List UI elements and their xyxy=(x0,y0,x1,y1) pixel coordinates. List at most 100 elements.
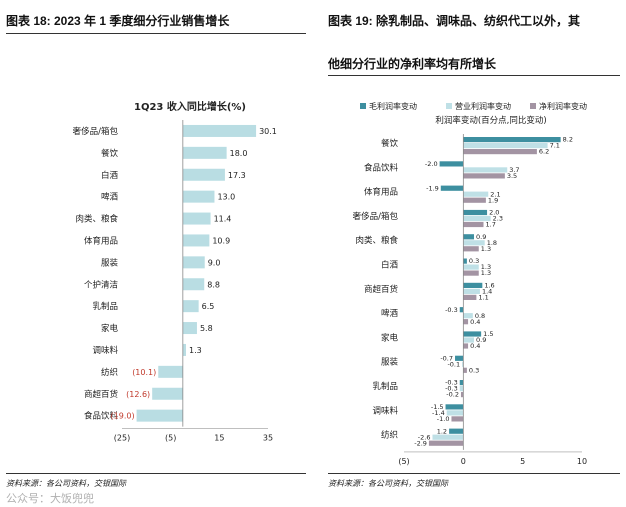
value-label: 1.3 xyxy=(481,269,491,277)
category-label: 白酒 xyxy=(381,260,399,271)
bar xyxy=(463,246,479,252)
value-label: 1.3 xyxy=(189,346,202,355)
value-label: 3.7 xyxy=(509,166,519,174)
value-label: 1.2 xyxy=(437,427,447,435)
value-label: -0.3 xyxy=(445,306,458,314)
bar xyxy=(463,331,482,337)
bar xyxy=(463,173,505,179)
value-label: 1.8 xyxy=(487,239,497,247)
left-title-rule xyxy=(6,33,306,34)
bar xyxy=(439,161,464,167)
value-label: -2.0 xyxy=(425,160,438,168)
bar xyxy=(445,404,464,410)
bar xyxy=(463,197,486,203)
bar xyxy=(463,209,488,216)
category-label: 体育用品 xyxy=(364,187,398,198)
value-label: 3.5 xyxy=(507,172,517,180)
legend-label: 营业利润率变动 xyxy=(455,101,511,111)
bar xyxy=(440,185,464,191)
value-label: 0.9 xyxy=(476,233,486,241)
left-figure-title: 图表 18: 2023 年 1 季度细分行业销售增长 xyxy=(6,14,230,28)
value-label: -1.0 xyxy=(437,415,450,423)
category-label: 肉类、粮食 xyxy=(75,214,118,225)
category-label: 纺织 xyxy=(381,430,398,441)
value-label: 6.2 xyxy=(539,148,549,156)
revenue-growth-chart: 1Q23 收入同比增长(%) 奢侈品/箱包 30.1 餐饮 18.0 白酒 17.3 啤酒 13… xyxy=(73,100,277,443)
value-label: 5.8 xyxy=(200,324,213,333)
bar xyxy=(463,367,467,373)
value-label: -0.3 xyxy=(445,385,458,393)
bar xyxy=(182,168,225,181)
value-label: 0.3 xyxy=(469,257,479,265)
bar xyxy=(182,146,227,159)
bar xyxy=(463,343,469,349)
legend-swatch xyxy=(530,103,536,109)
value-label: -2.9 xyxy=(414,439,427,447)
bar xyxy=(463,258,467,264)
bar xyxy=(182,190,215,203)
bar xyxy=(463,337,475,343)
bar xyxy=(463,313,473,319)
watermark-text: 公众号：大饭兜兜 xyxy=(6,493,94,505)
category-label: 服装 xyxy=(101,257,119,268)
value-label: 1.3 xyxy=(481,245,491,253)
bar xyxy=(182,322,197,335)
bar xyxy=(459,380,464,386)
bar xyxy=(459,386,464,392)
value-label: 0.4 xyxy=(470,318,480,326)
bar xyxy=(463,264,479,270)
right-figure-title-line1: 图表 19: 除乳制品、调味品、纺织代工以外，其 xyxy=(328,14,581,28)
value-label: -0.3 xyxy=(445,379,458,387)
category-label: 肉类、粮食 xyxy=(355,235,398,246)
category-label: 乳制品 xyxy=(92,301,118,312)
category-label: 食品饮料 xyxy=(364,162,399,173)
value-label: 17.3 xyxy=(228,171,246,180)
tick-label: 5 xyxy=(520,457,525,466)
value-label: 11.4 xyxy=(214,215,232,224)
left-figure-panel: 图表 18: 2023 年 1 季度细分行业销售增长 1Q23 收入同比增长(%… xyxy=(6,14,306,505)
bar xyxy=(432,434,464,440)
value-label: (12.6) xyxy=(126,390,150,399)
value-label: 2.3 xyxy=(493,215,503,223)
legend-label: 毛利润率变动 xyxy=(369,101,417,111)
bar xyxy=(463,288,480,294)
value-label: 6.5 xyxy=(202,302,215,311)
bar xyxy=(449,428,464,434)
category-label: 啤酒 xyxy=(381,308,399,319)
category-label: 乳制品 xyxy=(372,381,398,392)
value-label: 1.6 xyxy=(484,282,494,290)
category-label: 调味料 xyxy=(372,405,398,416)
category-label: 服装 xyxy=(381,357,399,368)
value-label: 7.1 xyxy=(550,142,560,150)
right-figure-panel: 图表 19: 除乳制品、调味品、纺织代工以外，其 他细分行业的净利率均有所增长 … xyxy=(316,0,626,507)
value-label: 8.2 xyxy=(563,136,573,144)
category-label: 商超百货 xyxy=(84,389,119,400)
value-label: -0.1 xyxy=(447,360,460,368)
bar xyxy=(182,124,257,137)
right-title-rule xyxy=(328,75,620,76)
value-label: -2.6 xyxy=(418,433,431,441)
category-label: 纺织 xyxy=(101,367,118,378)
bar xyxy=(463,221,484,228)
bar xyxy=(463,294,477,300)
bar xyxy=(152,387,183,400)
bar xyxy=(463,270,479,276)
bar xyxy=(463,240,485,246)
value-label: -0.2 xyxy=(446,391,459,399)
value-label: -0.7 xyxy=(440,354,453,362)
value-label: (10.1) xyxy=(132,368,156,377)
legend-swatch xyxy=(446,103,452,109)
bar xyxy=(455,355,464,361)
value-label: 1.5 xyxy=(483,330,493,338)
legend-swatch xyxy=(360,103,366,109)
tick-label: (5) xyxy=(398,457,409,466)
chart-title: 1Q23 收入同比增长(%) xyxy=(134,100,246,113)
category-label: 个护清洁 xyxy=(84,279,119,290)
value-label: -1.9 xyxy=(426,184,439,192)
right-source-rule xyxy=(328,473,620,474)
category-label: 餐饮 xyxy=(381,138,399,149)
category-label: 家电 xyxy=(381,332,399,343)
category-label: 啤酒 xyxy=(101,192,119,203)
bar xyxy=(451,416,464,422)
bar xyxy=(463,149,537,155)
